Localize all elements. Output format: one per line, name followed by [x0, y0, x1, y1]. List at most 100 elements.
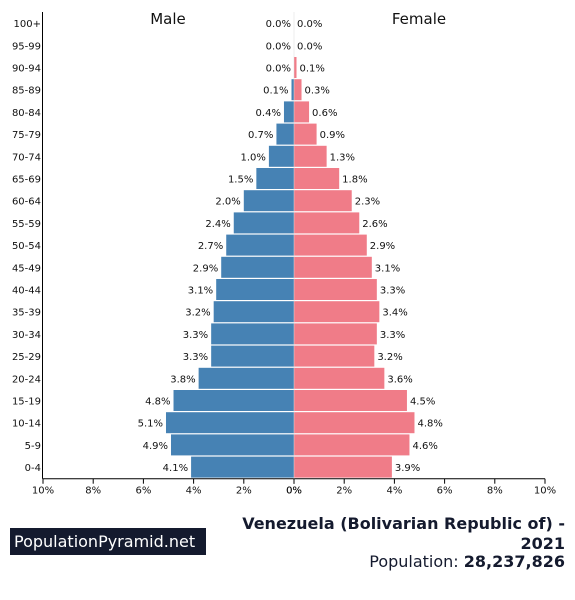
male-bar — [268, 145, 294, 167]
x-tick-label-male: 6% — [135, 486, 151, 497]
age-label: 45-49 — [12, 263, 41, 274]
female-value-label: 1.8% — [342, 175, 367, 186]
female-value-label: 3.3% — [380, 286, 405, 297]
x-tick-label-female: 10% — [534, 486, 556, 497]
male-bar — [276, 123, 294, 145]
female-value-label: 3.4% — [382, 308, 407, 319]
age-label: 50-54 — [12, 241, 41, 252]
male-bar — [226, 234, 294, 256]
male-value-label: 0.7% — [248, 130, 273, 141]
male-value-label: 2.9% — [193, 263, 218, 274]
age-label: 70-74 — [12, 152, 41, 163]
female-bar — [294, 301, 380, 323]
age-label: 90-94 — [12, 64, 41, 75]
female-value-label: 2.6% — [362, 219, 387, 230]
female-bar — [294, 456, 392, 478]
female-value-label: 0.0% — [297, 41, 322, 52]
male-value-label: 2.7% — [198, 241, 223, 252]
age-label: 25-29 — [12, 352, 41, 363]
female-bar — [294, 256, 372, 278]
female-bar — [294, 279, 377, 300]
male-bar — [213, 301, 294, 323]
age-label: 55-59 — [12, 219, 41, 230]
x-tick-label-female: 4% — [386, 486, 402, 497]
male-bar — [283, 101, 294, 123]
female-value-label: 1.3% — [330, 152, 355, 163]
age-label: 60-64 — [12, 197, 41, 208]
x-tick-label-female: 8% — [487, 486, 503, 497]
female-side-title: Female — [392, 10, 446, 28]
female-bar — [294, 323, 377, 345]
female-value-label: 0.9% — [320, 130, 345, 141]
male-value-label: 0.0% — [266, 41, 291, 52]
female-value-label: 0.1% — [300, 64, 325, 75]
age-label: 65-69 — [12, 175, 41, 186]
age-label: 10-14 — [12, 419, 41, 430]
male-value-label: 3.3% — [183, 330, 208, 341]
female-bar — [294, 345, 375, 367]
male-value-label: 2.4% — [205, 219, 230, 230]
female-value-label: 0.3% — [305, 86, 330, 97]
male-value-label: 1.0% — [240, 152, 265, 163]
male-bar — [171, 434, 294, 456]
male-value-label: 4.1% — [163, 463, 188, 474]
male-value-label: 3.2% — [185, 308, 210, 319]
female-value-label: 3.2% — [377, 352, 402, 363]
age-label: 75-79 — [12, 130, 41, 141]
brand-logo[interactable]: PopulationPyramid.net — [10, 528, 206, 555]
age-label: 30-34 — [12, 330, 41, 341]
x-tick-label-male: 0% — [286, 486, 302, 497]
female-bar — [294, 145, 327, 167]
female-bar — [294, 123, 317, 145]
female-bar — [294, 412, 415, 434]
female-value-label: 2.3% — [355, 197, 380, 208]
age-label: 15-19 — [12, 397, 41, 408]
male-value-label: 4.8% — [145, 397, 170, 408]
x-tick-label-female: 2% — [336, 486, 352, 497]
age-label: 80-84 — [12, 108, 41, 119]
age-label: 5-9 — [25, 441, 41, 452]
age-label: 100+ — [14, 19, 41, 30]
female-bar — [294, 57, 297, 78]
female-value-label: 0.6% — [312, 108, 337, 119]
male-bar — [173, 390, 294, 411]
male-value-label: 3.8% — [170, 374, 195, 385]
x-tick-label-female: 0% — [286, 486, 302, 497]
female-value-label: 2.9% — [370, 241, 395, 252]
male-bar — [233, 212, 294, 234]
x-tick-label-male: 4% — [186, 486, 202, 497]
male-bar — [291, 79, 294, 101]
male-value-label: 0.0% — [266, 19, 291, 30]
age-label: 85-89 — [12, 86, 41, 97]
female-bar — [294, 190, 352, 212]
male-value-label: 1.5% — [228, 175, 253, 186]
age-label: 35-39 — [12, 308, 41, 319]
male-value-label: 0.1% — [263, 86, 288, 97]
male-bar — [211, 323, 294, 345]
population-pyramid-chart: 100+ 0.0% 0.0% 95-99 0.0% 0.0% 90-94 0.0% 0.1% 85… — [12, 10, 556, 497]
female-bar — [294, 168, 340, 189]
male-bar — [243, 190, 294, 212]
population-total: Population: 28,237,826 — [369, 552, 565, 572]
male-bar — [191, 456, 294, 478]
x-tick-label-male: 2% — [236, 486, 252, 497]
male-value-label: 4.9% — [143, 441, 168, 452]
male-bar — [198, 367, 294, 389]
age-label: 0-4 — [25, 463, 41, 474]
x-tick-label-male: 8% — [85, 486, 101, 497]
female-bar — [294, 434, 410, 456]
male-side-title: Male — [150, 10, 186, 28]
male-value-label: 5.1% — [138, 419, 163, 430]
x-tick-label-male: 10% — [32, 486, 54, 497]
x-tick-label-female: 6% — [437, 486, 453, 497]
age-label: 95-99 — [12, 41, 41, 52]
male-value-label: 0.4% — [256, 108, 281, 119]
female-value-label: 0.0% — [297, 19, 322, 30]
male-bar — [211, 345, 294, 367]
male-bar — [165, 412, 294, 434]
female-value-label: 3.6% — [387, 374, 412, 385]
female-bar — [294, 101, 310, 123]
population-label: Population: — [369, 552, 459, 571]
female-bar — [294, 390, 407, 411]
population-value: 28,237,826 — [463, 552, 565, 571]
